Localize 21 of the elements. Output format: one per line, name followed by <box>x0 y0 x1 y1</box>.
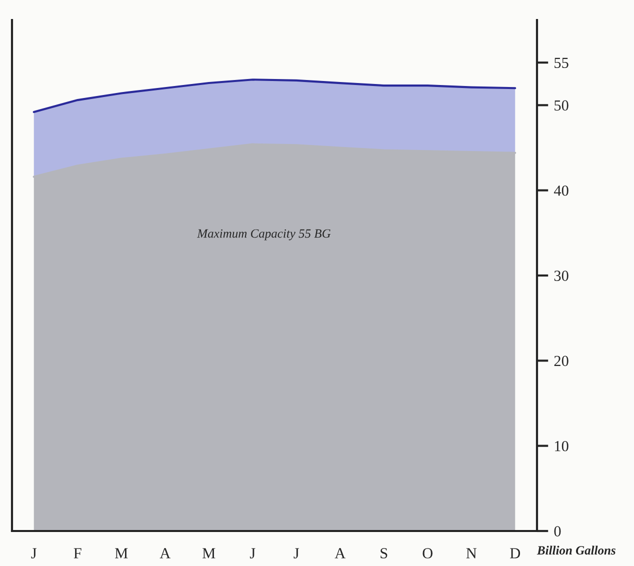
y-tick-label: 0 <box>554 526 561 536</box>
x-tick-label: J <box>31 548 37 558</box>
y-axis-title: Billion Gallons <box>536 546 616 555</box>
x-tick-label: J <box>250 548 256 558</box>
x-tick-label: M <box>202 548 216 558</box>
x-tick-label: A <box>334 548 346 558</box>
x-tick-label: D <box>510 548 520 558</box>
annotation: Maximum Capacity 55 BG <box>197 229 331 240</box>
y-tick-label: 55 <box>554 58 568 68</box>
y-tick-label: 30 <box>554 270 568 281</box>
y-tick-label: 40 <box>554 185 568 196</box>
y-tick-label: 50 <box>554 100 568 111</box>
x-tick-label: M <box>115 548 128 558</box>
x-tick-label: N <box>466 548 477 558</box>
x-tick-label: F <box>74 548 82 558</box>
x-tick-label: J <box>294 548 300 558</box>
y-tick-label: 10 <box>555 440 568 452</box>
y-tick-label: 20 <box>554 356 568 366</box>
x-tick-label: A <box>160 548 171 558</box>
x-tick-label: O <box>422 548 433 558</box>
x-tick-label: S <box>380 548 388 558</box>
